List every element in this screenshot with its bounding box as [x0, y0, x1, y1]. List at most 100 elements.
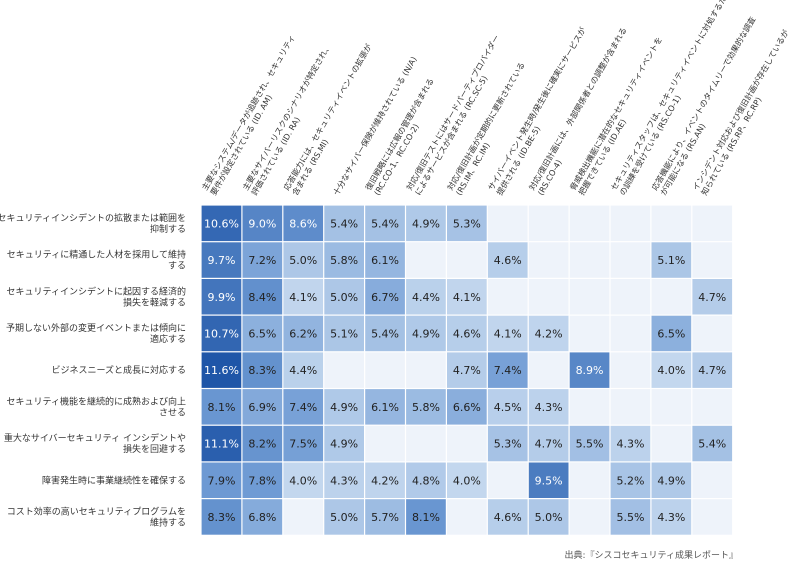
cell-value-label: 8.6% [289, 217, 317, 230]
cell-value-label: 5.8% [330, 254, 358, 267]
heatmap-cell [283, 499, 324, 535]
heatmap-cell [692, 499, 733, 535]
cell-value-label: 5.7% [371, 511, 399, 524]
heatmap-cell [242, 462, 283, 498]
heatmap-cell [406, 462, 446, 498]
cell-value-label: 5.3% [453, 217, 481, 230]
heatmap-cell [651, 499, 692, 535]
heatmap-cell [201, 389, 242, 425]
heatmap-cell [528, 279, 569, 315]
cell-value-label: 5.3% [494, 438, 522, 451]
cell-value-label: 8.4% [248, 291, 276, 304]
heatmap-cell [487, 352, 528, 388]
cell-value-label: 4.6% [494, 511, 522, 524]
row-label: セキュリティ機能を継続的に成熟および向上させる [7, 395, 186, 418]
cell-value-label: 7.4% [289, 401, 317, 414]
heatmap-cell [365, 499, 405, 535]
heatmap-cell [242, 425, 283, 462]
cell-value-label: 10.7% [204, 327, 239, 340]
cell-value-label: 8.1% [412, 511, 440, 524]
cell-value-label: 8.3% [207, 511, 235, 524]
cell-value-label: 6.1% [371, 254, 399, 267]
heatmap-cell [365, 425, 405, 462]
column-label: 復旧戦略には広報の管理が含まれる(RC.CO-1、RC.CO-2) [363, 76, 444, 197]
cell-value-label: 5.0% [289, 254, 317, 267]
cell-value-label: 4.1% [289, 291, 317, 304]
heatmap-cell [447, 279, 487, 315]
heatmap-cell [528, 389, 569, 425]
cell-value-label: 6.9% [248, 401, 276, 414]
heatmap-cell [692, 389, 733, 425]
heatmap-cell [324, 242, 364, 278]
heatmap-cell [610, 242, 651, 278]
heatmap-cell [201, 352, 242, 388]
cell-value-label: 4.3% [616, 438, 644, 451]
heatmap-cell [569, 279, 610, 315]
cell-value-label: 5.5% [576, 438, 604, 451]
heatmap-cell [447, 315, 487, 352]
heatmap-cell [406, 499, 446, 535]
heatmap-cell [651, 205, 692, 242]
heatmap-cell [283, 205, 324, 242]
heatmap-cell [487, 499, 528, 535]
cell-value-label: 8.2% [248, 438, 276, 451]
heatmap-cell [447, 242, 487, 278]
heatmap-cell [365, 462, 405, 498]
heatmap-cell [651, 462, 692, 498]
cell-value-label: 9.9% [207, 291, 235, 304]
heatmap-cell [242, 499, 283, 535]
heatmap-cell [487, 205, 528, 242]
cell-value-label: 7.4% [494, 364, 522, 377]
cell-value-label: 5.8% [412, 401, 440, 414]
cell-value-label: 5.2% [616, 474, 644, 487]
cell-value-label: 5.1% [330, 327, 358, 340]
cell-value-label: 4.9% [412, 327, 440, 340]
column-label: インシデント対応および復旧計画が存在しているが知られている (RS.RP、RC.… [690, 28, 799, 197]
cell-value-label: 6.7% [371, 291, 399, 304]
cell-value-label: 9.7% [207, 254, 235, 267]
heatmap-cell [242, 315, 283, 352]
heatmap-cell [610, 279, 651, 315]
cell-value-label: 4.3% [535, 401, 563, 414]
heatmap-cell [487, 315, 528, 352]
heatmap-cell [487, 389, 528, 425]
heatmap-cell [406, 205, 446, 242]
heatmap-cell [692, 279, 733, 315]
heatmap-cell [692, 242, 733, 278]
heatmap-cell [283, 462, 324, 498]
heatmap-cell [651, 389, 692, 425]
cell-value-label: 4.8% [412, 474, 440, 487]
heatmap-cell [283, 389, 324, 425]
row-label: セキュリティインシデントに起因する経済的損失を軽減する [7, 285, 186, 308]
heatmap-cell [447, 499, 487, 535]
heatmap-cell [692, 425, 733, 462]
cell-value-label: 5.0% [535, 511, 563, 524]
heatmap-cell [201, 279, 242, 315]
heatmap-cell [528, 462, 569, 498]
heatmap-cell [447, 462, 487, 498]
cell-value-label: 5.5% [616, 511, 644, 524]
cell-value-label: 6.5% [657, 327, 685, 340]
heatmap-cell [324, 315, 364, 352]
heatmap-cell [324, 425, 364, 462]
heatmap-cell [528, 242, 569, 278]
heatmap-cell [283, 425, 324, 462]
heatmap-cell [487, 279, 528, 315]
row-label: セキュリティインシデントの拡散または範囲を抑制する [0, 212, 186, 235]
heatmap-cell [528, 425, 569, 462]
heatmap-cell [406, 425, 446, 462]
source-note: 出典:『シスコセキュリティ成果レポート』 [564, 551, 739, 561]
heatmap-cell [610, 425, 651, 462]
cell-value-label: 4.6% [453, 327, 481, 340]
cell-value-label: 5.0% [330, 511, 358, 524]
heatmap-cell [528, 315, 569, 352]
heatmap-cell [569, 205, 610, 242]
cell-value-label: 11.6% [204, 364, 239, 377]
cell-value-label: 5.4% [371, 217, 399, 230]
cell-value-label: 4.9% [657, 474, 685, 487]
cell-value-label: 4.9% [412, 217, 440, 230]
cell-value-label: 4.9% [330, 438, 358, 451]
heatmap-cell [610, 315, 651, 352]
heatmap-cell [692, 352, 733, 388]
cell-value-label: 6.1% [371, 401, 399, 414]
